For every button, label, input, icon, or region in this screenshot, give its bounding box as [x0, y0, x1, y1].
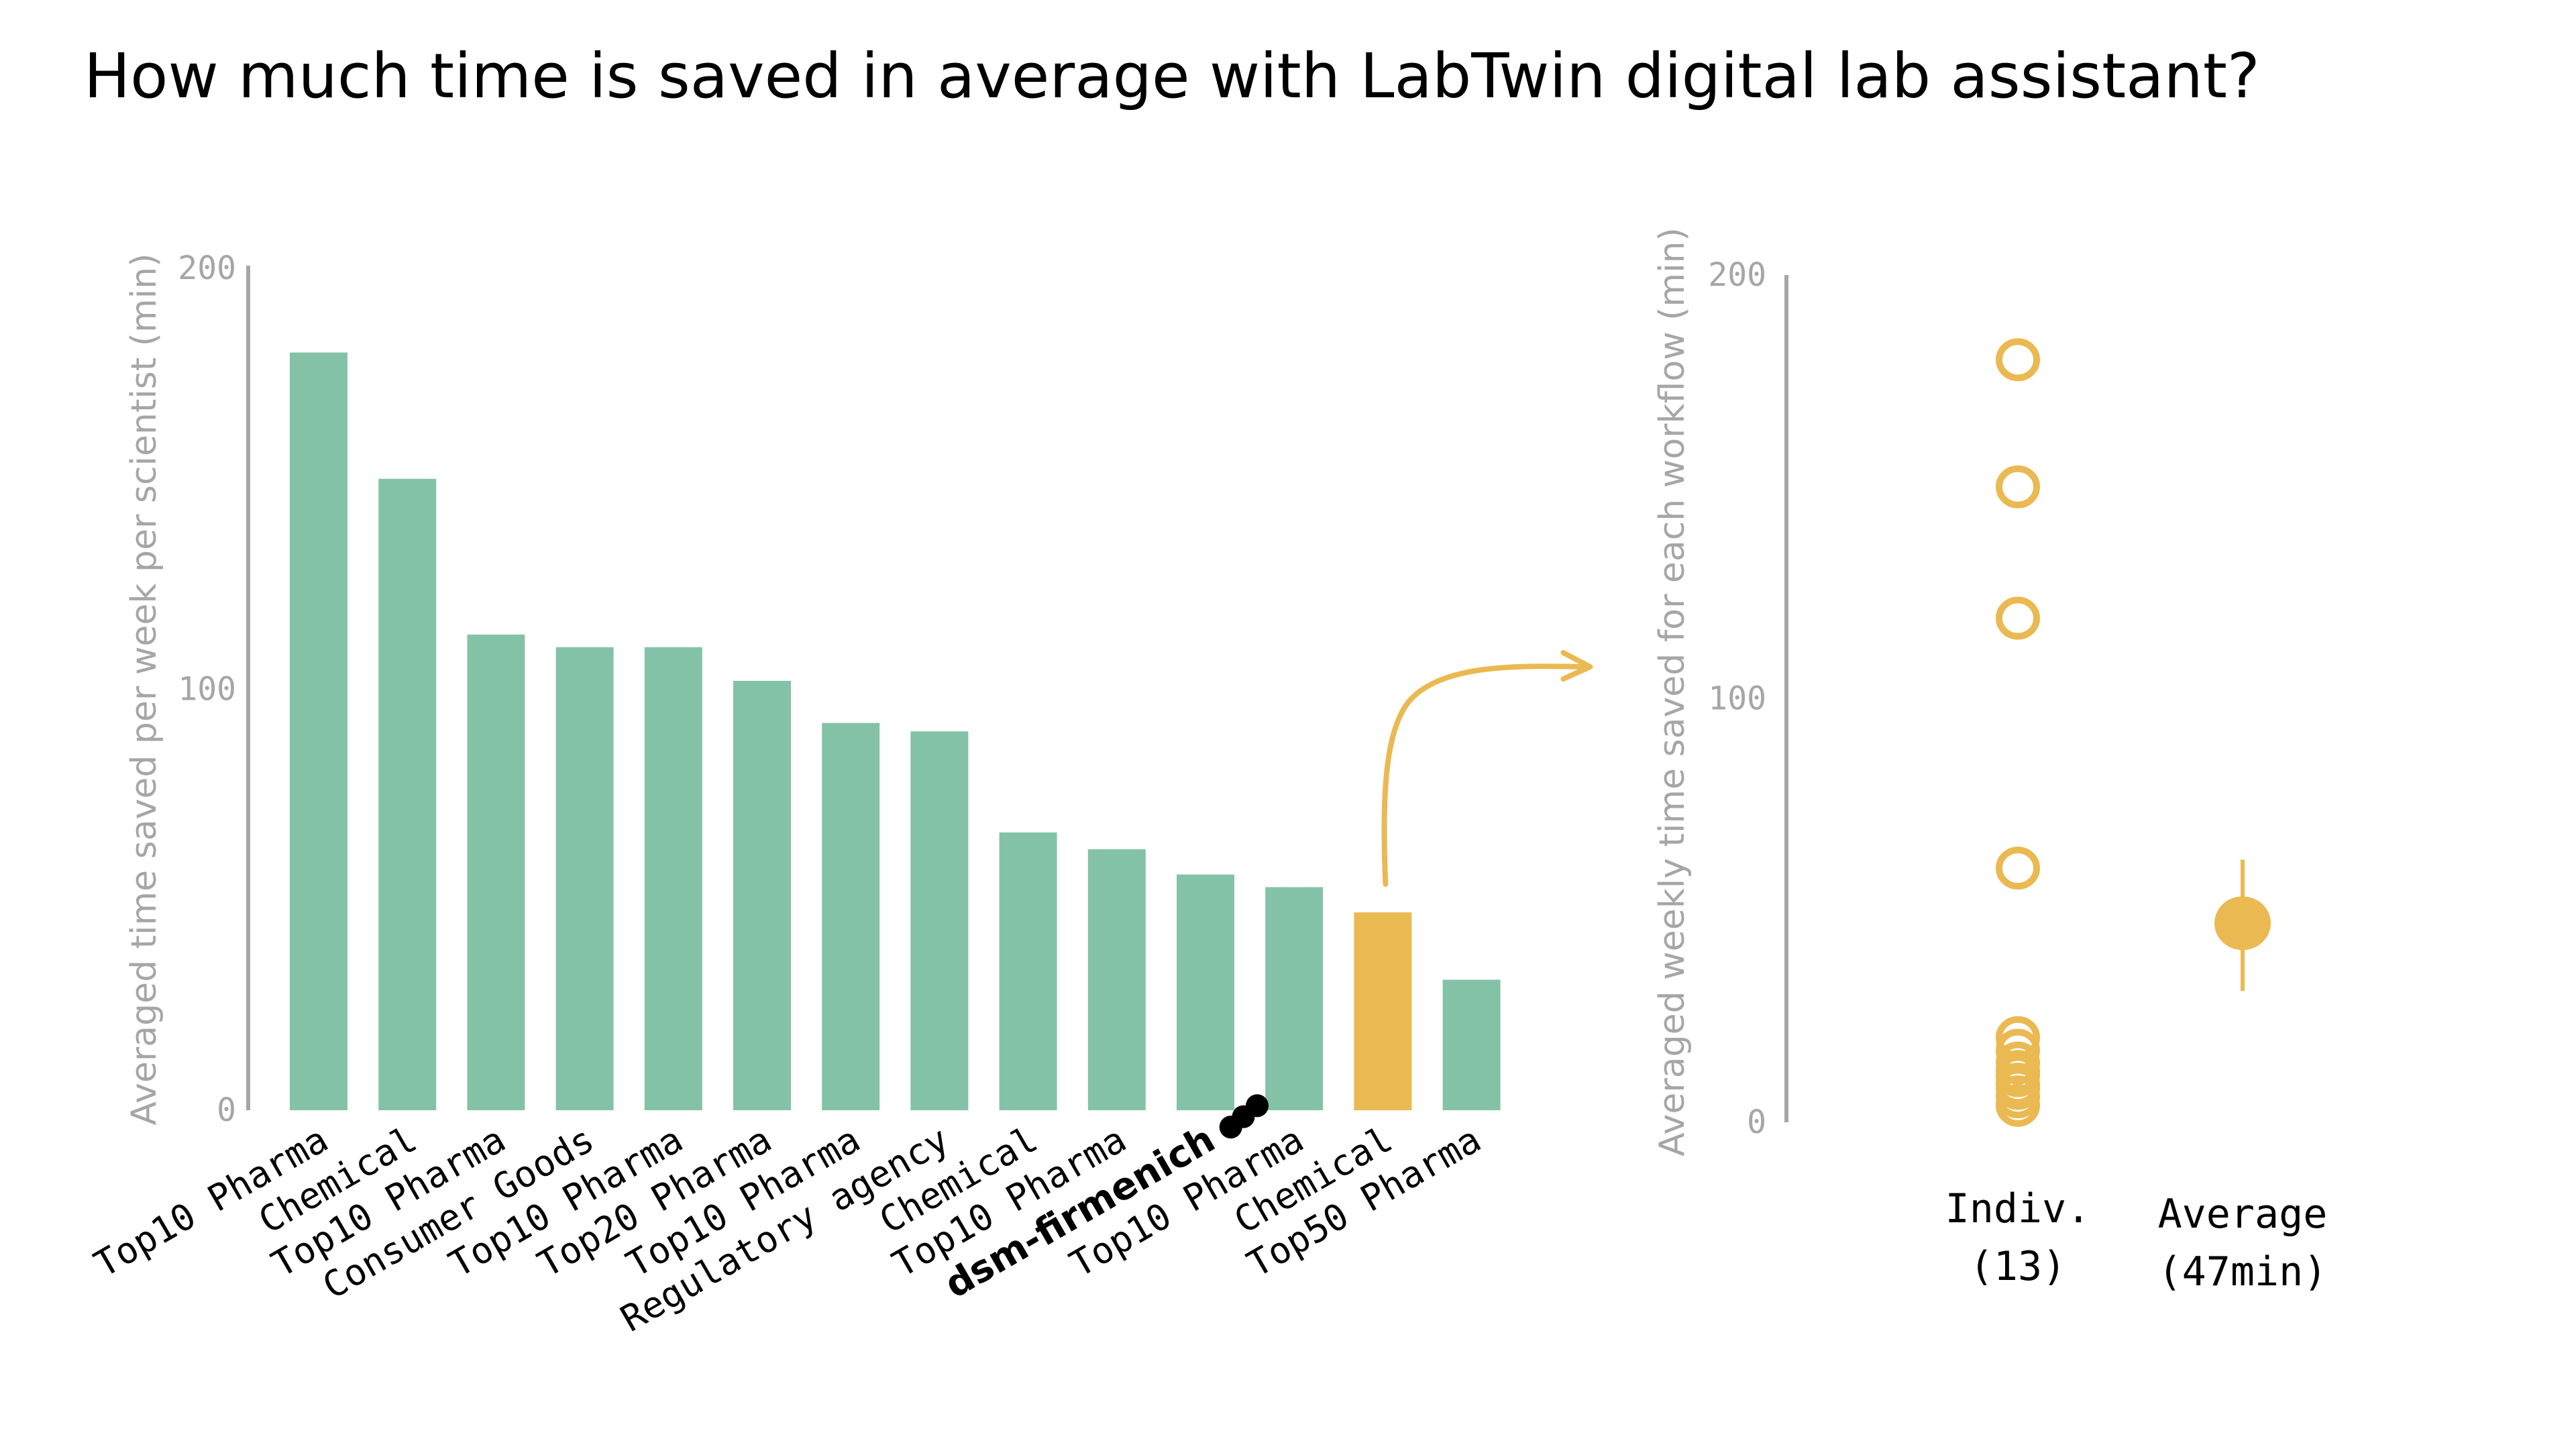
left-y-tick-label: 200	[178, 250, 236, 287]
right-y-axis-label: Averaged weekly time saved for each work…	[1652, 227, 1693, 1157]
bar	[822, 722, 880, 1110]
chart-title: How much time is saved in average with L…	[84, 40, 2260, 112]
bar	[467, 634, 525, 1110]
bar	[733, 680, 791, 1110]
left-y-tick-label: 0	[217, 1091, 236, 1129]
right-y-tick-label: 0	[1747, 1104, 1766, 1141]
bar	[910, 731, 969, 1110]
group-label-indiv: Indiv.	[1945, 1185, 2091, 1232]
individual-point	[1996, 847, 2040, 890]
bar	[555, 647, 614, 1110]
left-y-tick-label: 100	[178, 671, 236, 708]
group-label-average: Average	[2158, 1191, 2328, 1238]
bar	[1087, 849, 1146, 1110]
bar	[290, 352, 347, 1110]
summary-chart: Averaged weekly time saved for each work…	[1652, 227, 2327, 1295]
individual-point	[1996, 1083, 2040, 1127]
curved-arrow-icon	[1381, 650, 1593, 887]
right-y-tick-label: 200	[1708, 256, 1766, 294]
bar	[378, 478, 437, 1110]
group-label-indiv-count: (13)	[1970, 1243, 2067, 1290]
average-point	[2214, 896, 2271, 951]
individual-point	[1996, 596, 2040, 640]
bar	[644, 647, 702, 1110]
bar	[1442, 979, 1501, 1110]
bar	[999, 832, 1057, 1110]
left-y-axis-label: Averaged time saved per week per scienti…	[124, 254, 164, 1126]
individual-point	[1996, 338, 2040, 382]
bar-chart: Averaged time saved per week per scienti…	[87, 250, 1501, 1340]
bar-highlighted	[1354, 912, 1412, 1110]
right-y-tick-label: 100	[1708, 680, 1766, 718]
bar	[1265, 887, 1324, 1110]
individual-point	[1996, 465, 2040, 508]
bar	[1177, 874, 1234, 1110]
group-label-average-value: (47min)	[2158, 1248, 2328, 1295]
three-dots-logo-icon	[1219, 1094, 1269, 1139]
